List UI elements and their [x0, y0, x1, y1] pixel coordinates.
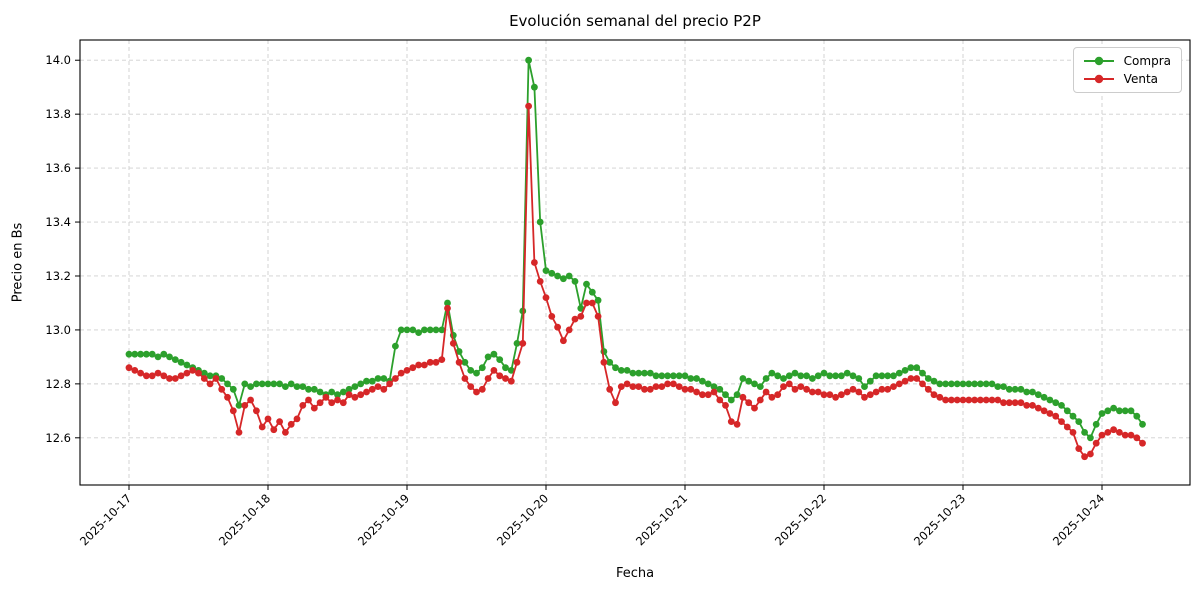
y-tick-label: 12.6 — [45, 431, 71, 445]
axis-tick-labels: 12.6 12.8 13.0 13.2 13.4 13.6 13.8 14.0 2025-10-… — [45, 53, 1107, 548]
legend: Compra Venta — [1072, 47, 1182, 93]
x-tick-label: 2025-10-24 — [1050, 491, 1107, 548]
gridlines — [80, 40, 1190, 485]
y-tick-label: 13.2 — [45, 269, 71, 283]
x-tick-label: 2025-10-21 — [633, 491, 690, 548]
x-tick-label: 2025-10-17 — [77, 491, 134, 548]
legend-label-compra: Compra — [1123, 54, 1171, 68]
venta-line-marker-icon — [1083, 74, 1114, 84]
chart-title: Evolución semanal del precio P2P — [509, 12, 761, 30]
compra-line-marker-icon — [1083, 56, 1114, 66]
x-axis-label: Fecha — [615, 566, 655, 581]
x-tick-label: 2025-10-22 — [772, 491, 829, 548]
venta-series — [125, 102, 1146, 461]
y-tick-label: 13.8 — [45, 107, 71, 121]
y-tick-label: 13.6 — [45, 161, 71, 175]
legend-item-venta: Venta — [1082, 72, 1171, 86]
axis-ticks — [75, 59, 1103, 490]
y-tick-label: 12.8 — [45, 377, 71, 391]
y-tick-label: 13.4 — [45, 215, 71, 229]
y-tick-label: 13.0 — [45, 323, 71, 337]
venta-series-line — [128, 106, 1144, 458]
legend-item-compra: Compra — [1082, 54, 1171, 68]
axes-spines — [79, 39, 1191, 486]
x-tick-label: 2025-10-18 — [216, 491, 273, 548]
x-tick-label: 2025-10-19 — [355, 491, 412, 548]
y-axis-label: Precio en Bs — [10, 222, 26, 303]
legend-label-venta: Venta — [1123, 72, 1158, 86]
y-tick-label: 14.0 — [45, 53, 71, 67]
x-tick-label: 2025-10-23 — [911, 491, 968, 548]
venta-series-markers — [125, 102, 1146, 461]
x-tick-label: 2025-10-20 — [494, 491, 551, 548]
